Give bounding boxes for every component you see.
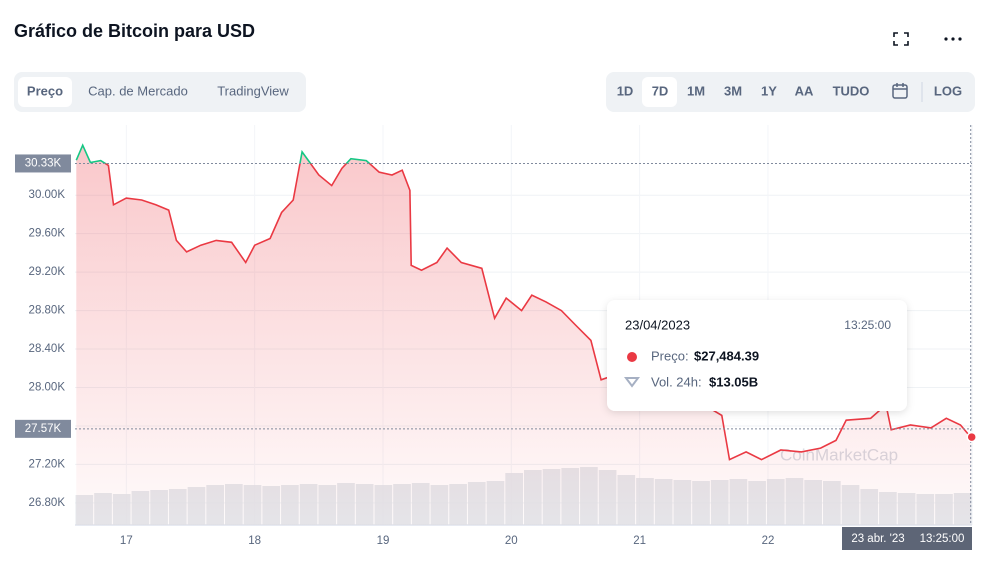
price-area: [76, 145, 971, 525]
tooltip-time: 13:25:00: [844, 318, 891, 332]
log-button[interactable]: LOG: [934, 83, 962, 98]
y-tick-label: 29.60K: [29, 228, 66, 240]
y-tick-label: 27.20K: [29, 458, 66, 470]
x-tick-label: 20: [505, 535, 518, 547]
cursor-dot: [966, 431, 977, 443]
tooltip-price: $27,484.39: [694, 348, 759, 363]
tooltip-price-dot: [627, 352, 637, 362]
x-tick-label: 19: [377, 535, 390, 547]
range-bar: [606, 72, 975, 112]
tooltip-date: 23/04/2023: [625, 317, 690, 332]
y-tick-label: 26.80K: [29, 497, 66, 509]
cursor-date: 23 abr. '23: [851, 533, 904, 545]
range-button[interactable]: 3M: [724, 83, 742, 98]
range-button[interactable]: TUDO: [833, 83, 870, 98]
range-button[interactable]: 7D: [652, 83, 669, 98]
tab-active: [18, 77, 72, 107]
tooltip: [607, 300, 907, 411]
range-button[interactable]: AA: [795, 83, 814, 98]
tooltip-volume-icon: [624, 377, 640, 388]
tooltip-price-label: Preço:: [651, 348, 689, 363]
price-line: [103, 163, 972, 461]
reference-label: 30.33K: [25, 157, 62, 169]
x-tick-label: 22: [762, 535, 775, 547]
tab[interactable]: Cap. de Mercado: [88, 83, 188, 98]
page-title: Gráfico de Bitcoin para USD: [14, 21, 255, 41]
y-tick-label: 29.20K: [29, 266, 66, 278]
cursor-label-box: [842, 527, 972, 550]
y-tick-label: 28.00K: [29, 382, 66, 394]
range-button[interactable]: 1D: [617, 83, 634, 98]
range-button[interactable]: 1Y: [761, 83, 777, 98]
y-tick-label: 30.00K: [29, 189, 66, 201]
x-tick-label: 17: [120, 535, 133, 547]
tab[interactable]: TradingView: [217, 83, 289, 98]
reference-label-box: [15, 154, 71, 173]
x-tick-label: 18: [248, 535, 261, 547]
cursor-time: 13:25:00: [920, 533, 965, 545]
range-button[interactable]: 1M: [687, 83, 705, 98]
range-active: [642, 77, 677, 107]
tooltip-volume-label: Vol. 24h:: [651, 374, 702, 389]
fullscreen-icon[interactable]: [893, 32, 909, 46]
y-tick-label: 28.40K: [29, 343, 66, 355]
calendar-icon[interactable]: [892, 83, 908, 99]
x-tick-label: 21: [633, 535, 646, 547]
tab[interactable]: Preço: [27, 83, 63, 98]
tab-bar: [14, 72, 306, 112]
y-tick-label: 28.80K: [29, 305, 66, 317]
reference-label: 27.57K: [25, 423, 62, 435]
reference-label-box: [15, 419, 71, 438]
tooltip-volume: $13.05B: [709, 374, 758, 389]
more-icon[interactable]: [944, 37, 962, 41]
